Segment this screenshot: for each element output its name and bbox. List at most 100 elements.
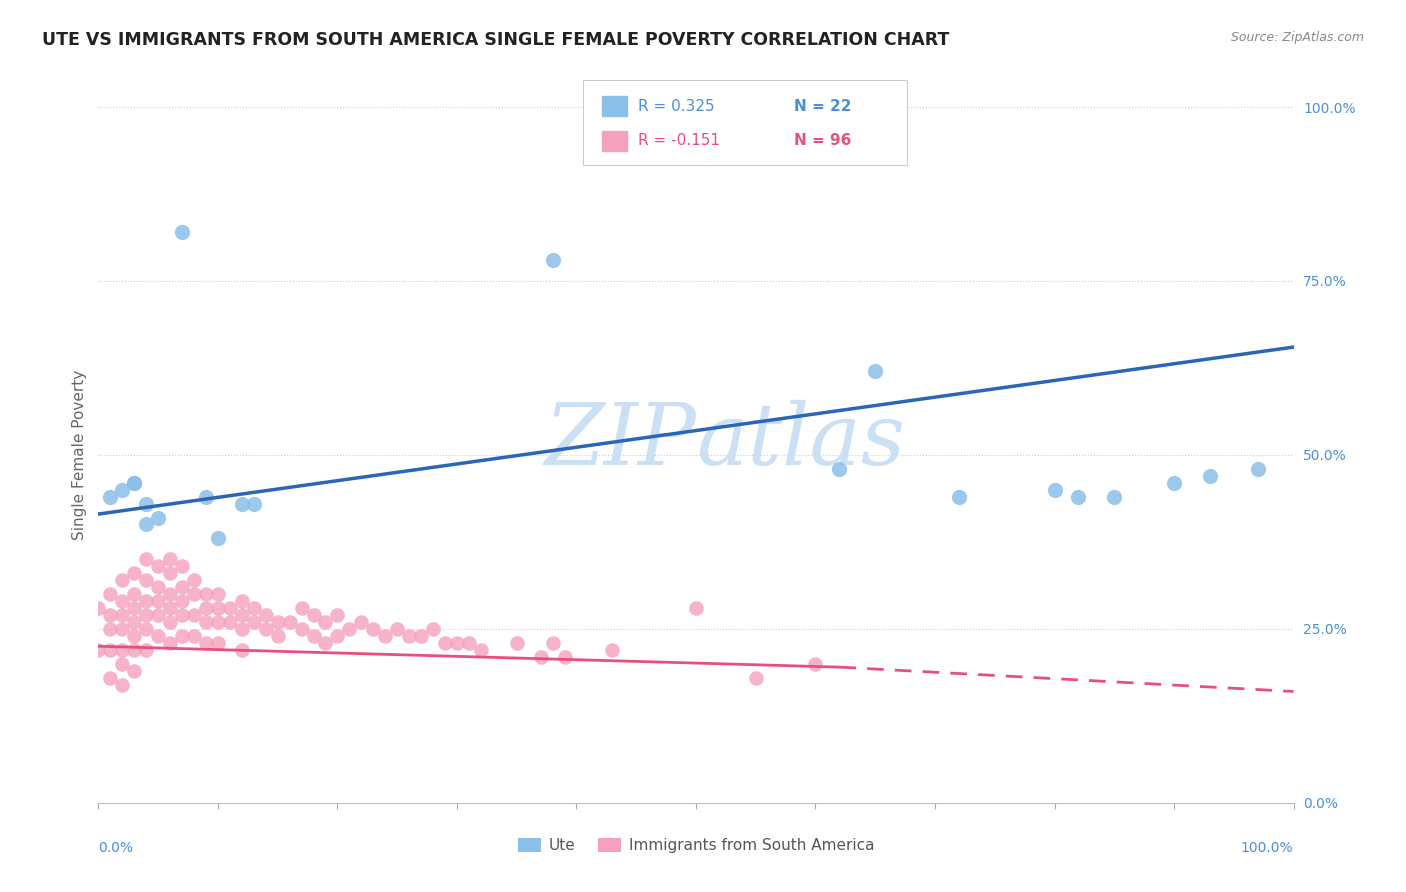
- Point: [98, 587, 122, 601]
- Point: [385, 622, 409, 636]
- Point: [124, 475, 146, 490]
- Point: [828, 462, 851, 476]
- Point: [506, 636, 529, 650]
- Point: [422, 622, 444, 636]
- Point: [804, 657, 827, 671]
- Point: [124, 475, 146, 490]
- Point: [124, 601, 146, 615]
- Point: [339, 622, 360, 636]
- Point: [231, 642, 253, 657]
- Point: [124, 615, 146, 629]
- Point: [159, 601, 181, 615]
- Point: [219, 601, 242, 615]
- Point: [278, 615, 301, 629]
- Point: [172, 629, 194, 643]
- Point: [243, 601, 266, 615]
- Point: [231, 607, 253, 622]
- Point: [111, 677, 134, 691]
- Point: [745, 671, 768, 685]
- Point: [541, 636, 564, 650]
- Point: [124, 566, 146, 581]
- Point: [411, 629, 433, 643]
- Point: [135, 642, 157, 657]
- Point: [231, 594, 253, 608]
- Point: [87, 601, 110, 615]
- Point: [159, 587, 181, 601]
- Y-axis label: Single Female Poverty: Single Female Poverty: [72, 370, 87, 540]
- Point: [433, 636, 456, 650]
- Point: [267, 615, 290, 629]
- Point: [326, 629, 349, 643]
- Point: [111, 594, 134, 608]
- Point: [124, 587, 146, 601]
- Text: atlas: atlas: [696, 400, 905, 483]
- Point: [398, 629, 420, 643]
- Point: [111, 573, 134, 587]
- Text: Source: ZipAtlas.com: Source: ZipAtlas.com: [1230, 31, 1364, 45]
- Point: [148, 559, 170, 574]
- Point: [183, 573, 205, 587]
- Point: [315, 636, 337, 650]
- Point: [148, 594, 170, 608]
- Point: [1102, 490, 1125, 504]
- Point: [254, 622, 277, 636]
- Point: [1163, 475, 1185, 490]
- Point: [326, 607, 349, 622]
- Point: [1198, 468, 1220, 483]
- Point: [148, 629, 170, 643]
- Point: [685, 601, 707, 615]
- Point: [231, 497, 253, 511]
- Point: [172, 580, 194, 594]
- Point: [470, 642, 492, 657]
- Point: [98, 642, 122, 657]
- Point: [529, 649, 551, 664]
- Point: [98, 622, 122, 636]
- Point: [98, 607, 122, 622]
- Point: [291, 601, 314, 615]
- Point: [111, 607, 134, 622]
- Point: [458, 636, 481, 650]
- Point: [159, 615, 181, 629]
- Point: [172, 225, 194, 239]
- Point: [135, 607, 157, 622]
- Point: [98, 490, 122, 504]
- Point: [948, 490, 970, 504]
- Point: [207, 587, 229, 601]
- Point: [207, 615, 229, 629]
- Point: [111, 483, 134, 497]
- Point: [172, 559, 194, 574]
- Point: [207, 636, 229, 650]
- Point: [602, 642, 624, 657]
- Point: [254, 607, 277, 622]
- Point: [1246, 462, 1268, 476]
- Point: [207, 532, 229, 546]
- Point: [135, 573, 157, 587]
- Point: [363, 622, 385, 636]
- Point: [135, 594, 157, 608]
- Point: [111, 657, 134, 671]
- Point: [291, 622, 314, 636]
- Point: [267, 629, 290, 643]
- Point: [172, 594, 194, 608]
- Point: [315, 615, 337, 629]
- Point: [302, 607, 325, 622]
- Point: [219, 615, 242, 629]
- Point: [148, 580, 170, 594]
- Point: [124, 642, 146, 657]
- Point: [446, 636, 468, 650]
- Text: R = 0.325: R = 0.325: [638, 99, 714, 113]
- Text: 100.0%: 100.0%: [1241, 841, 1294, 855]
- Point: [98, 671, 122, 685]
- Point: [243, 497, 266, 511]
- Point: [135, 622, 157, 636]
- Text: ZIP: ZIP: [544, 400, 696, 483]
- Point: [159, 636, 181, 650]
- Point: [135, 552, 157, 566]
- Point: [124, 664, 146, 678]
- Point: [194, 587, 218, 601]
- Point: [207, 601, 229, 615]
- Point: [148, 607, 170, 622]
- Point: [87, 642, 110, 657]
- Point: [183, 587, 205, 601]
- Point: [111, 642, 134, 657]
